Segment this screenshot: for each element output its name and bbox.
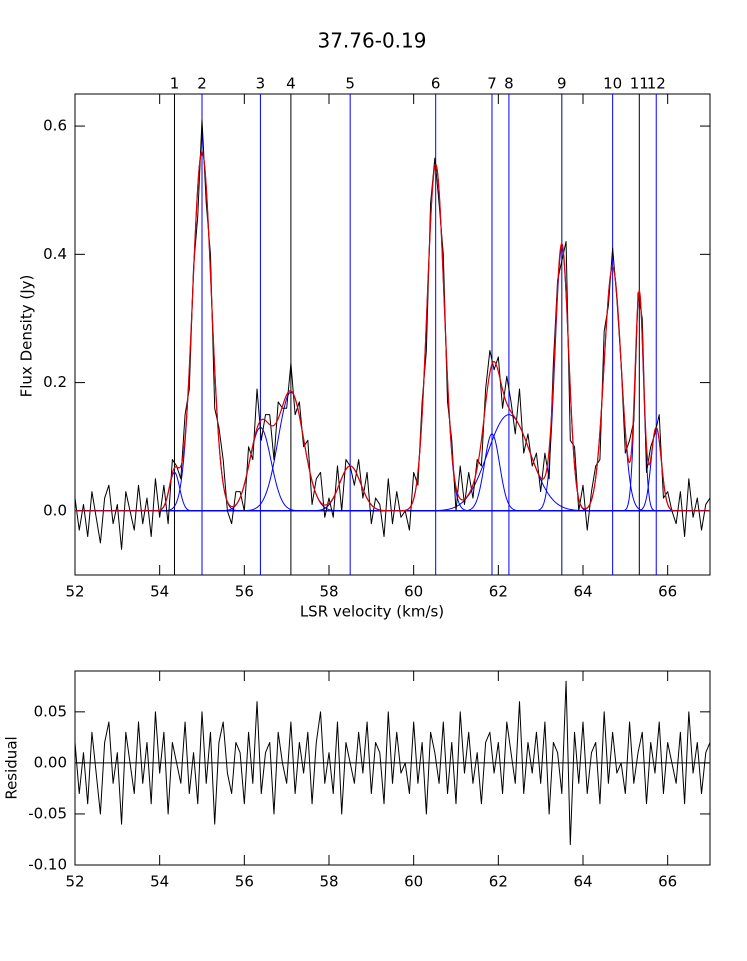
x-tick-label: 60 (404, 873, 423, 891)
plot-frame (74, 670, 711, 866)
component-curve (75, 150, 710, 512)
component-label: 3 (256, 75, 266, 93)
y-axis-label: Flux Density (Jy) (18, 275, 36, 398)
component-label: 10 (603, 75, 622, 93)
x-tick-label: 52 (65, 873, 84, 891)
component-label: 9 (557, 75, 567, 93)
fit-curve (75, 150, 710, 512)
component-label: 8 (504, 75, 514, 93)
x-tick-label: 64 (573, 873, 592, 891)
x-tick-label: 52 (65, 583, 84, 601)
component-label: 6 (431, 75, 441, 93)
residual-line (74, 680, 711, 846)
component-label: 2 (197, 75, 207, 93)
component-curve (75, 266, 710, 512)
x-tick-label: 54 (150, 583, 169, 601)
y-tick-label: -0.05 (28, 804, 67, 822)
component-label: 7 (487, 75, 497, 93)
x-tick-label: 64 (573, 583, 592, 601)
y-tick-label: 0.4 (43, 245, 67, 263)
component-label: 4 (286, 75, 296, 93)
y-tick-label: -0.10 (28, 856, 67, 874)
x-axis-label: LSR velocity (km/s) (300, 603, 444, 621)
y-tick-label: 0.6 (43, 117, 67, 135)
x-tick-label: 66 (658, 583, 677, 601)
x-tick-label: 58 (319, 583, 338, 601)
component-curve (75, 247, 710, 512)
x-tick-label: 60 (404, 583, 423, 601)
y-tick-label: 0.00 (34, 753, 67, 771)
component-label: 1 (170, 75, 180, 93)
component-curve (75, 292, 710, 512)
x-tick-label: 56 (235, 873, 254, 891)
x-tick-label: 56 (235, 583, 254, 601)
chart-title: 37.76-0.19 (317, 29, 426, 53)
y-tick-label: 0.05 (34, 702, 67, 720)
component-curve (75, 433, 710, 512)
component-label: 5 (345, 75, 355, 93)
y-axis-label: Residual (3, 736, 21, 799)
y-tick-label: 0.0 (43, 501, 67, 519)
x-tick-label: 62 (489, 583, 508, 601)
x-tick-label: 62 (489, 873, 508, 891)
component-label: 11 (630, 75, 649, 93)
spectrum-line (74, 119, 711, 550)
component-label: 12 (647, 75, 666, 93)
y-tick-label: 0.2 (43, 373, 67, 391)
plot-frame (74, 93, 711, 576)
x-tick-label: 54 (150, 873, 169, 891)
x-tick-label: 58 (319, 873, 338, 891)
component-curve (75, 164, 710, 512)
x-tick-label: 66 (658, 873, 677, 891)
